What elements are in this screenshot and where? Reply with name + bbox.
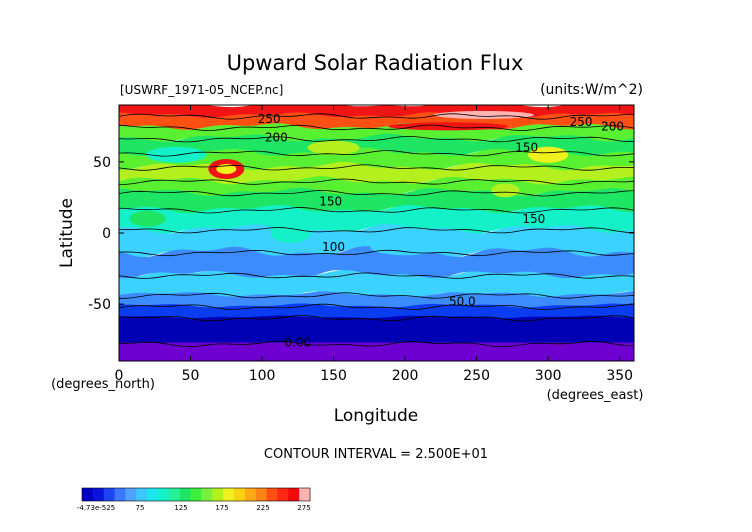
contour-label: 200: [265, 131, 288, 145]
colorbar-swatch: [136, 488, 148, 501]
patch-aqua-indonesia: [270, 223, 311, 243]
file-label: [USWRF_1971-05_NCEP.nc]: [120, 83, 283, 97]
colorbar-swatch: [82, 488, 94, 501]
contour-line: [118, 178, 635, 185]
colorbar-tick-label: -4.73e-525: [77, 504, 115, 512]
contour-label: 200: [601, 119, 624, 133]
x-tick-label: 0: [115, 368, 124, 384]
colorbar-swatch: [299, 488, 311, 501]
colorbar-swatch: [114, 488, 126, 501]
colorbar-swatch: [92, 488, 105, 501]
patch-yellow-canada: [528, 146, 569, 163]
x-tick-label: 200: [392, 368, 419, 384]
patch-pink-arctic: [433, 110, 534, 119]
contour-line: [119, 340, 635, 348]
band-blue-55s: [119, 303, 634, 321]
band-lightblue-20s: [119, 246, 634, 282]
band-violet-antarctic: [119, 342, 634, 361]
colorbar: [81, 487, 311, 502]
colorbar-tick-labels: -4.73e-525 75 125 175 225 275: [77, 504, 311, 512]
contour-interval-text: CONTOUR INTERVAL = 2.500E+01: [264, 447, 488, 462]
colorbar-tick-label: 75: [136, 504, 145, 512]
flux-field: [119, 105, 634, 361]
contour-label: 150: [515, 141, 538, 155]
colorbar-tick-label: 225: [256, 504, 269, 512]
y-tick-label: -50: [88, 297, 111, 313]
colorbar-swatch: [255, 488, 268, 501]
chart-title: Upward Solar Radiation Flux: [227, 51, 524, 75]
y-unit-label: (degrees_north): [51, 377, 155, 392]
colorbar-swatch: [234, 488, 246, 501]
band-deepblue-70s: [119, 315, 634, 346]
y-tick-label: 50: [93, 155, 111, 171]
patch-aqua-europe: [146, 146, 207, 163]
x-tick-label: 50: [182, 368, 200, 384]
colorbar-swatch: [266, 488, 278, 501]
plot-area: 250 200 250 200 150 150 150 100 50.0 0.00: [118, 104, 635, 362]
contour-line: [118, 303, 635, 311]
contour-label: 250: [258, 112, 281, 126]
colorbar-tick-label: 275: [297, 504, 310, 512]
x-tick-label: 150: [320, 368, 347, 384]
colorbar-swatch: [201, 488, 213, 501]
units-label: (units:W/m^2): [540, 82, 643, 98]
contour-label: 50.0: [449, 294, 476, 308]
contour-line: [118, 189, 635, 197]
band-aqua-10n: [119, 204, 634, 235]
patch-cyan-south-pacific: [370, 239, 441, 256]
contour-label: 150: [319, 195, 342, 209]
colorbar-swatch: [103, 488, 116, 501]
colorbar-swatch: [147, 488, 159, 501]
x-tick-label: 100: [249, 368, 276, 384]
contour-label: 100: [322, 240, 345, 254]
y-axis-label: Latitude: [57, 198, 77, 268]
colorbar-frame: [81, 487, 311, 502]
contour-line: [118, 150, 635, 157]
colorbar-swatch: [158, 488, 170, 501]
contour-line: [118, 164, 635, 171]
band-green-north: [119, 123, 634, 143]
contour-label: 0.00: [284, 336, 311, 350]
colorbar-swatch: [179, 488, 192, 501]
contour-line: [118, 272, 635, 279]
contour-line: [118, 124, 635, 131]
contour-line: [118, 207, 635, 214]
colorbar-tick-label: 125: [174, 504, 187, 512]
patch-green-africa: [129, 210, 166, 227]
contour-labels: 250 200 250 200 150 150 150 100 50.0 0.00: [258, 112, 624, 349]
patch-yellowgreen-siberia: [307, 140, 360, 155]
contour-line: [119, 292, 635, 299]
x-axis-label: Longitude: [334, 406, 419, 426]
contour-line: [118, 135, 634, 143]
colorbar-swatch: [190, 488, 202, 501]
y-axis-ticks: -50 0 50: [88, 155, 634, 313]
contour-line: [118, 249, 635, 257]
x-tick-label: 250: [463, 368, 490, 384]
contour-lines: [118, 113, 635, 348]
patch-yellowgreen-pacific: [491, 183, 520, 198]
band-cyan-35s: [119, 270, 634, 300]
contour-label: 250: [570, 115, 593, 129]
colorbar-tick-label: 175: [215, 504, 228, 512]
colorbar-swatch: [244, 488, 257, 501]
colorbar-swatch: [168, 488, 181, 501]
colorbar-swatch: [212, 488, 224, 501]
contour-line: [118, 315, 635, 322]
patch-lightblue-south-atlantic: [542, 253, 583, 270]
colorbar-swatch: [223, 488, 235, 501]
x-axis-ticks: 0 50 100 150 200 250 300 350: [115, 105, 633, 384]
x-tick-label: 350: [606, 368, 633, 384]
contour-line: [118, 113, 635, 120]
y-tick-label: 0: [102, 226, 111, 242]
colorbar-swatch: [277, 488, 289, 501]
colorbar-swatch: [125, 488, 137, 501]
contour-label: 150: [522, 212, 545, 226]
colorbar-swatch: [288, 488, 300, 501]
x-unit-label: (degrees_east): [547, 388, 644, 403]
x-tick-label: 300: [535, 368, 562, 384]
contour-line: [118, 227, 635, 234]
